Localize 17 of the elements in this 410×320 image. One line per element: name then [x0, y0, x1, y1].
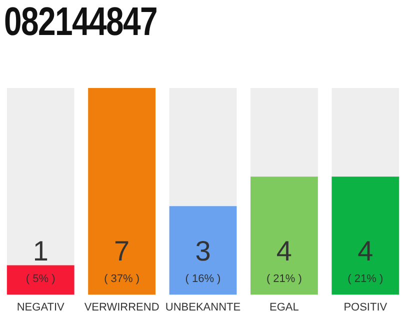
bar — [6, 265, 74, 295]
annotation: ( 37% ) — [104, 272, 140, 285]
data-label: 4 — [276, 236, 292, 267]
x-tick-label: NEGATIV — [16, 301, 65, 314]
chart-title: 082144847 — [4, 0, 157, 45]
x-tick-label: VERWIRREND — [84, 301, 160, 314]
annotation: ( 5% ) — [26, 272, 56, 285]
annotation: ( 21% ) — [266, 272, 302, 285]
data-label: 4 — [358, 236, 374, 267]
x-tick-label: POSITIV — [344, 301, 388, 314]
data-label: 3 — [195, 236, 211, 267]
x-tick-label: UNBEKANNTE — [165, 301, 241, 314]
annotation: ( 16% ) — [185, 272, 221, 285]
data-label: 7 — [114, 236, 130, 267]
data-label: 1 — [32, 236, 48, 267]
x-tick-label: EGAL — [270, 301, 299, 314]
annotation: ( 21% ) — [348, 272, 384, 285]
